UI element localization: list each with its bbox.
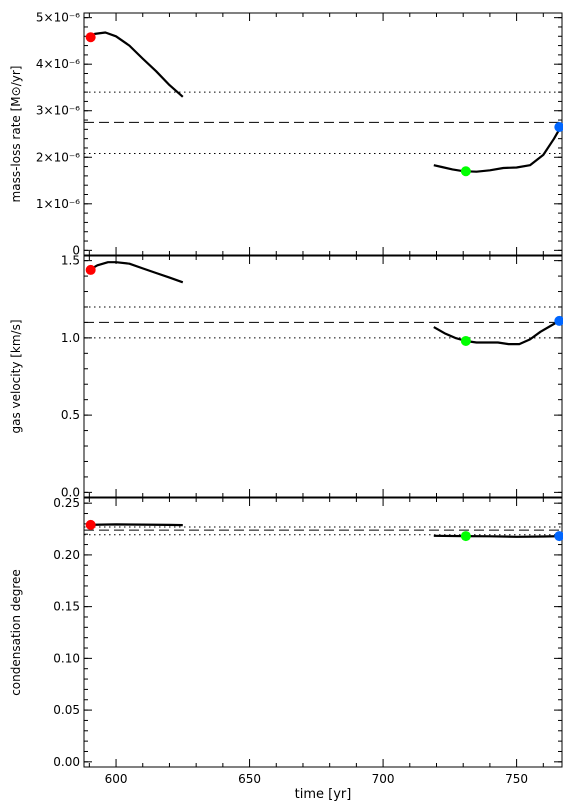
x-tick-label: 650	[238, 772, 261, 786]
y-axis-label: mass-loss rate [M⊙/yr]	[9, 66, 23, 203]
y-tick-label: 0.10	[53, 651, 80, 665]
y-tick-label: 1×10⁻⁶	[36, 197, 80, 211]
highlight-marker-2	[460, 531, 471, 542]
y-tick-label: 0.5	[61, 408, 80, 422]
y-tick-label: 1.5	[61, 254, 80, 268]
x-tick-label: 600	[105, 772, 128, 786]
data-series-1	[86, 31, 184, 98]
plot-frame	[83, 255, 563, 498]
y-tick-label: 0.25	[53, 496, 80, 510]
data-series-2	[433, 534, 563, 538]
y-tick-label: 0.0	[61, 485, 80, 499]
y-tick-label: 3×10⁻⁶	[36, 104, 80, 118]
highlight-marker-3	[554, 531, 563, 542]
y-tick-label: 0	[72, 243, 80, 257]
highlight-marker-1	[85, 32, 96, 43]
y-tick-label: 0.05	[53, 703, 80, 717]
highlight-marker-3	[554, 315, 563, 326]
data-series-2	[433, 124, 563, 173]
highlight-marker-2	[460, 166, 471, 177]
plot-frame	[83, 12, 563, 256]
panel-2: 0.0 0.5 1.0 1.5 gas velocity [km/s]	[9, 254, 563, 499]
highlight-marker-1	[85, 519, 96, 530]
x-axis-label: time [yr]	[295, 787, 352, 802]
y-tick-label: 4×10⁻⁶	[36, 57, 80, 71]
data-series-1	[86, 523, 183, 527]
y-axis-label: condensation degree	[9, 569, 23, 696]
highlight-marker-1	[85, 264, 96, 275]
x-tick-label: 700	[372, 772, 395, 786]
data-series-2	[433, 318, 563, 346]
y-tick-label: 1.0	[61, 331, 80, 345]
panel-3: 0.00 0.05 0.10 0.15 0.20 0.25 condensation deg…	[9, 496, 563, 769]
y-axis-label: gas velocity [km/s]	[9, 319, 23, 433]
highlight-marker-3	[554, 122, 563, 133]
y-tick-label: 2×10⁻⁶	[36, 150, 80, 164]
x-tick-label: 750	[505, 772, 528, 786]
y-tick-label: 0.15	[53, 600, 80, 614]
panel-1: 0 1×10⁻⁶ 2×10⁻⁶ 3×10⁻⁶ 4×10⁻⁶ 5×10⁻⁶ mass-loss…	[9, 11, 563, 257]
plot-frame	[83, 497, 563, 768]
y-tick-label: 0.00	[53, 755, 80, 769]
data-series-1	[86, 261, 184, 284]
y-tick-label: 0.20	[53, 548, 80, 562]
y-tick-label: 5×10⁻⁶	[36, 11, 80, 25]
highlight-marker-2	[460, 335, 471, 346]
